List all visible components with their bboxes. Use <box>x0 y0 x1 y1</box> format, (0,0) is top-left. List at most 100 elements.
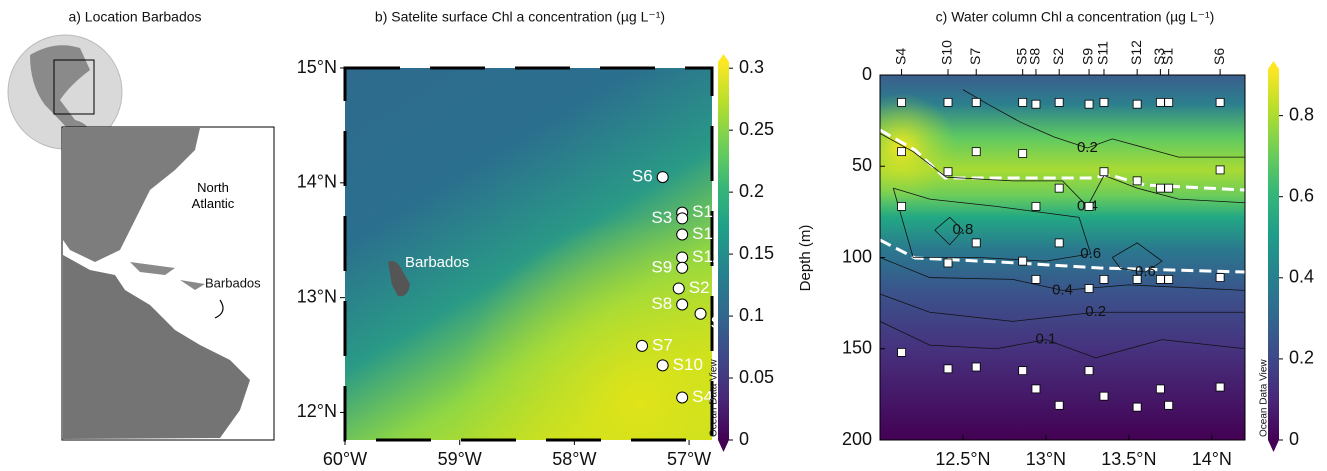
station-label: S4 <box>692 387 713 406</box>
y-tick-label: 15°N <box>297 57 337 77</box>
station-label: S8 <box>1027 48 1043 65</box>
sample-point <box>1099 97 1109 107</box>
contour-line <box>962 89 1245 158</box>
x-tick-label: 12.5°N <box>935 449 990 469</box>
field <box>345 68 712 440</box>
station-label: S5 <box>1013 48 1029 65</box>
sample-point <box>1018 256 1028 266</box>
sample-point <box>943 167 953 177</box>
station-point <box>676 251 689 264</box>
sample-point <box>1054 97 1064 107</box>
sample-point <box>1164 97 1174 107</box>
sample-point <box>943 258 953 268</box>
sample-point <box>1132 176 1142 186</box>
sample-point <box>1164 183 1174 193</box>
station-label: S10 <box>673 355 703 374</box>
station-label: S1 <box>692 202 713 221</box>
sample-point <box>1031 201 1041 211</box>
sample-point <box>1155 384 1165 394</box>
station-point <box>676 261 689 274</box>
sample-point <box>1132 99 1142 109</box>
station-label: S3 <box>1151 48 1167 65</box>
sample-point <box>1155 274 1165 284</box>
x-tick-label: 59°W <box>438 449 482 469</box>
colorbar-arrow <box>1268 440 1279 452</box>
station-label: S12 <box>692 224 722 243</box>
contour-line <box>1111 242 1163 273</box>
station-label: S10 <box>939 40 955 65</box>
sample-point <box>1132 274 1142 284</box>
station-point <box>656 359 669 372</box>
sample-point <box>1215 382 1225 392</box>
sample-point <box>1018 97 1028 107</box>
colorbar-tick-label: 0.05 <box>739 367 774 387</box>
sample-point <box>1018 149 1028 158</box>
y-tick-label: 100 <box>842 246 872 266</box>
sample-point <box>1099 391 1109 401</box>
sample-point <box>1031 274 1041 284</box>
globe-land <box>30 45 91 145</box>
colorbar-label: Ocean Data View <box>709 359 720 437</box>
colorbar-tick-label: 0 <box>739 429 749 449</box>
x-tick-label: 13.5°N <box>1101 449 1156 469</box>
x-tick-label: 13°N <box>1026 449 1066 469</box>
y-tick-label: 200 <box>842 429 872 449</box>
panel-title: c) Water column Chl a concentration (µg … <box>936 9 1215 25</box>
station-label: S9 <box>651 257 672 276</box>
colorbar-tick-label: 0.15 <box>739 243 774 263</box>
station-point <box>676 391 689 404</box>
sample-point <box>1084 366 1094 376</box>
contour-line <box>879 293 1245 322</box>
contour-label: 0.8 <box>953 221 974 238</box>
x-tick-label: 60°W <box>323 449 367 469</box>
sample-point <box>1215 97 1225 107</box>
station-label: S9 <box>1080 48 1096 65</box>
sample-point <box>1132 402 1142 412</box>
sample-point <box>1018 366 1028 376</box>
sample-point <box>1215 273 1225 282</box>
sample-point <box>971 97 981 107</box>
station-label: S1 <box>1159 48 1175 65</box>
station-label: S11 <box>1095 41 1111 65</box>
colorbar-tick-label: 0 <box>1289 429 1299 449</box>
contour-line <box>879 257 1246 291</box>
sample-point <box>897 147 906 157</box>
colorbar-arrow <box>718 440 729 452</box>
station-label: S2 <box>689 278 710 297</box>
y-tick-label: 13°N <box>297 286 337 306</box>
x-tick-label: 14°N <box>1192 449 1232 469</box>
sample-point <box>971 147 981 157</box>
y-tick-label: 14°N <box>297 172 337 192</box>
sample-point <box>943 97 953 107</box>
station-point <box>676 228 689 241</box>
colorbar-arrow <box>1268 61 1279 69</box>
land <box>63 128 200 262</box>
sample-point <box>897 347 906 357</box>
land <box>130 262 205 290</box>
y-tick-label: 12°N <box>297 401 337 421</box>
x-tick-label: 57°W <box>667 449 711 469</box>
region-label: North Atlantic <box>191 180 235 211</box>
colorbar-tick-label: 0.3 <box>739 57 764 77</box>
colorbar-tick-label: 0.6 <box>1289 185 1314 205</box>
sample-point <box>971 238 981 248</box>
station-point <box>656 171 669 184</box>
label-box: North Atlantic <box>191 180 235 211</box>
colorbar <box>718 62 729 440</box>
sample-point <box>1099 167 1109 177</box>
y-tick-label: 0 <box>862 64 872 84</box>
colorbar-label: Ocean Data View <box>1259 359 1270 437</box>
island <box>388 261 410 297</box>
sample-point <box>1084 284 1094 293</box>
station-label: S2 <box>1050 48 1066 65</box>
contour-label: 0.1 <box>1035 331 1056 348</box>
threshold-line <box>879 238 1246 274</box>
contour-line <box>879 321 1246 359</box>
panel-b: Barbados b) Satelite surface Chl a conce… <box>297 9 774 469</box>
station-label: S8 <box>651 294 672 313</box>
sample-point <box>1054 238 1064 248</box>
arrow <box>214 299 224 319</box>
colorbar <box>1268 69 1279 440</box>
station-label: S4 <box>892 48 908 65</box>
